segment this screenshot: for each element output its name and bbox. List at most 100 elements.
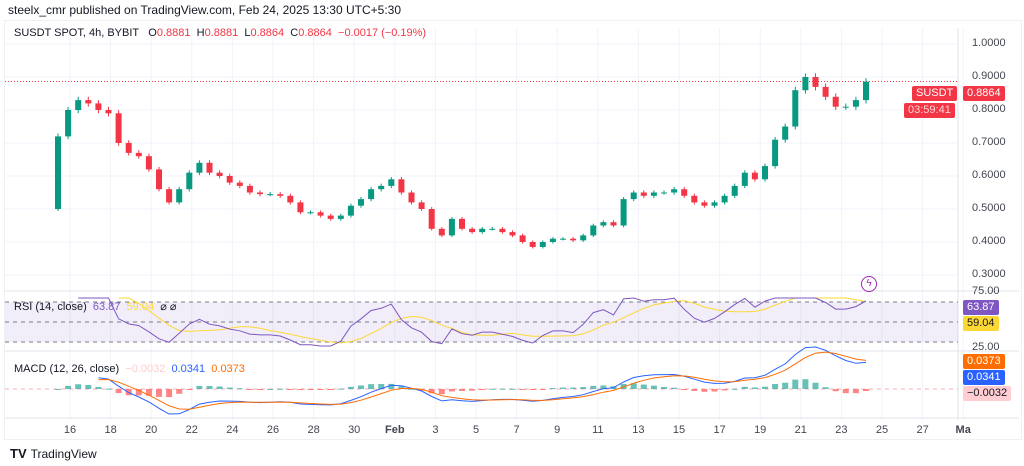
low-value: 0.8864 bbox=[250, 27, 285, 39]
macd-histogram-bar bbox=[852, 389, 859, 394]
candle bbox=[438, 228, 445, 236]
candle bbox=[772, 139, 779, 167]
macd-value: 0.0341 bbox=[171, 363, 206, 375]
macd-histogram-bar bbox=[762, 386, 768, 389]
tradingview-logo-icon[interactable]: TV bbox=[10, 446, 27, 461]
macd-histogram-bar bbox=[792, 379, 799, 389]
macd-histogram-bar bbox=[681, 389, 688, 390]
time-tick: 5 bbox=[472, 424, 480, 436]
macd-histogram-bar bbox=[731, 388, 738, 390]
rsi-axis-75: 75.00 bbox=[972, 285, 1000, 297]
macd-histogram-bar bbox=[448, 389, 455, 392]
macd-histogram-bar bbox=[337, 388, 344, 390]
macd-histogram-bar bbox=[226, 387, 233, 389]
macd-histogram-bar bbox=[489, 388, 496, 390]
macd-histogram-bar bbox=[499, 388, 506, 390]
candle bbox=[529, 242, 536, 247]
macd-histogram-bar bbox=[246, 389, 253, 390]
macd-histogram-bar bbox=[438, 389, 445, 395]
macd-histogram-bar bbox=[388, 383, 395, 389]
candle bbox=[358, 199, 364, 206]
candle bbox=[307, 212, 314, 214]
eye-off-icon[interactable]: ⌀ bbox=[160, 301, 167, 313]
candle bbox=[216, 172, 223, 176]
time-tick: 18 bbox=[104, 424, 117, 436]
macd-histogram-bar bbox=[297, 389, 304, 391]
rsi-line bbox=[78, 297, 867, 347]
macd-histogram-bar bbox=[751, 387, 758, 389]
close-label: C bbox=[290, 27, 299, 39]
candle bbox=[186, 172, 193, 190]
candle bbox=[317, 212, 324, 216]
macd-histogram-bar bbox=[75, 384, 82, 389]
candle bbox=[479, 228, 486, 233]
macd-histogram-bar bbox=[701, 389, 708, 392]
rsi-legend: RSI (14, close) 63.87 59.04 ⌀ ⌀ bbox=[14, 300, 177, 313]
time-tick: 19 bbox=[754, 424, 767, 436]
candle bbox=[176, 189, 183, 203]
symbol-title[interactable]: SUSDT SPOT, 4h, BYBIT bbox=[14, 27, 140, 39]
time-tick: 20 bbox=[145, 424, 158, 436]
macd-histogram-bar bbox=[95, 386, 102, 389]
macd-histogram-bar bbox=[479, 389, 486, 390]
price-tick: 0.8000 bbox=[972, 103, 1006, 115]
macd-hist-tag: −0.0032 bbox=[963, 386, 1012, 401]
macd-histogram-bar bbox=[539, 389, 546, 390]
price-tick: 0.4000 bbox=[972, 235, 1006, 247]
price-tick: 0.3000 bbox=[972, 268, 1006, 280]
candle bbox=[822, 86, 829, 97]
macd-histogram-bar bbox=[650, 385, 657, 389]
candle bbox=[681, 189, 688, 196]
price-tick: 0.9000 bbox=[972, 70, 1006, 82]
macd-signal-value: 0.0373 bbox=[211, 363, 245, 375]
macd-histogram-bar bbox=[257, 389, 263, 390]
candle bbox=[560, 238, 566, 240]
macd-histogram-bar bbox=[186, 389, 193, 390]
macd-hist-value: −0.0032 bbox=[125, 363, 166, 375]
footer-brand: TradingView bbox=[30, 446, 97, 461]
eye-off-icon[interactable]: ⌀ bbox=[169, 301, 177, 313]
rsi-ma-tag: 59.04 bbox=[963, 316, 999, 331]
time-tick: 17 bbox=[713, 424, 726, 436]
lightning-icon[interactable]: ϟ bbox=[861, 276, 877, 292]
open-value: 0.8881 bbox=[156, 27, 191, 39]
macd-histogram-bar bbox=[741, 386, 748, 389]
candle bbox=[731, 185, 738, 196]
candle bbox=[236, 182, 243, 186]
macd-histogram-bar bbox=[398, 386, 405, 389]
macd-histogram-bar bbox=[428, 389, 435, 394]
macd-histogram-bar bbox=[65, 385, 72, 389]
candle bbox=[277, 194, 284, 196]
macd-value-tag: 0.0341 bbox=[963, 370, 1005, 385]
macd-histogram-bar bbox=[842, 389, 849, 394]
price-tick: 0.6000 bbox=[972, 169, 1006, 181]
time-tick: 22 bbox=[185, 424, 198, 436]
macd-histogram-bar bbox=[630, 383, 637, 389]
macd-histogram-bar bbox=[408, 388, 415, 390]
candle bbox=[469, 228, 476, 233]
time-tick: 26 bbox=[266, 424, 280, 436]
macd-histogram-bar bbox=[661, 386, 667, 389]
macd-histogram-bar bbox=[580, 387, 587, 389]
rsi-label[interactable]: RSI (14, close) bbox=[14, 301, 87, 313]
candle bbox=[570, 238, 577, 241]
change-value: −0.0017 (−0.19%) bbox=[338, 27, 427, 39]
macd-histogram-bar bbox=[156, 389, 162, 397]
macd-histogram-bar bbox=[671, 387, 678, 389]
time-tick: 11 bbox=[592, 424, 604, 436]
candle bbox=[549, 238, 556, 242]
macd-histogram-bar bbox=[85, 384, 92, 389]
candle bbox=[378, 185, 385, 190]
rsi-ma-line bbox=[118, 297, 867, 344]
candle bbox=[590, 225, 597, 236]
candle bbox=[347, 205, 354, 216]
macd-histogram-bar bbox=[812, 382, 819, 389]
candle bbox=[691, 195, 698, 203]
time-tick: Ma bbox=[955, 424, 971, 436]
macd-histogram-bar bbox=[570, 387, 577, 389]
last-price-tag: 0.8864 bbox=[963, 86, 1005, 101]
candle bbox=[55, 136, 61, 209]
candle bbox=[388, 179, 395, 186]
macd-label[interactable]: MACD (12, 26, close) bbox=[14, 363, 120, 375]
